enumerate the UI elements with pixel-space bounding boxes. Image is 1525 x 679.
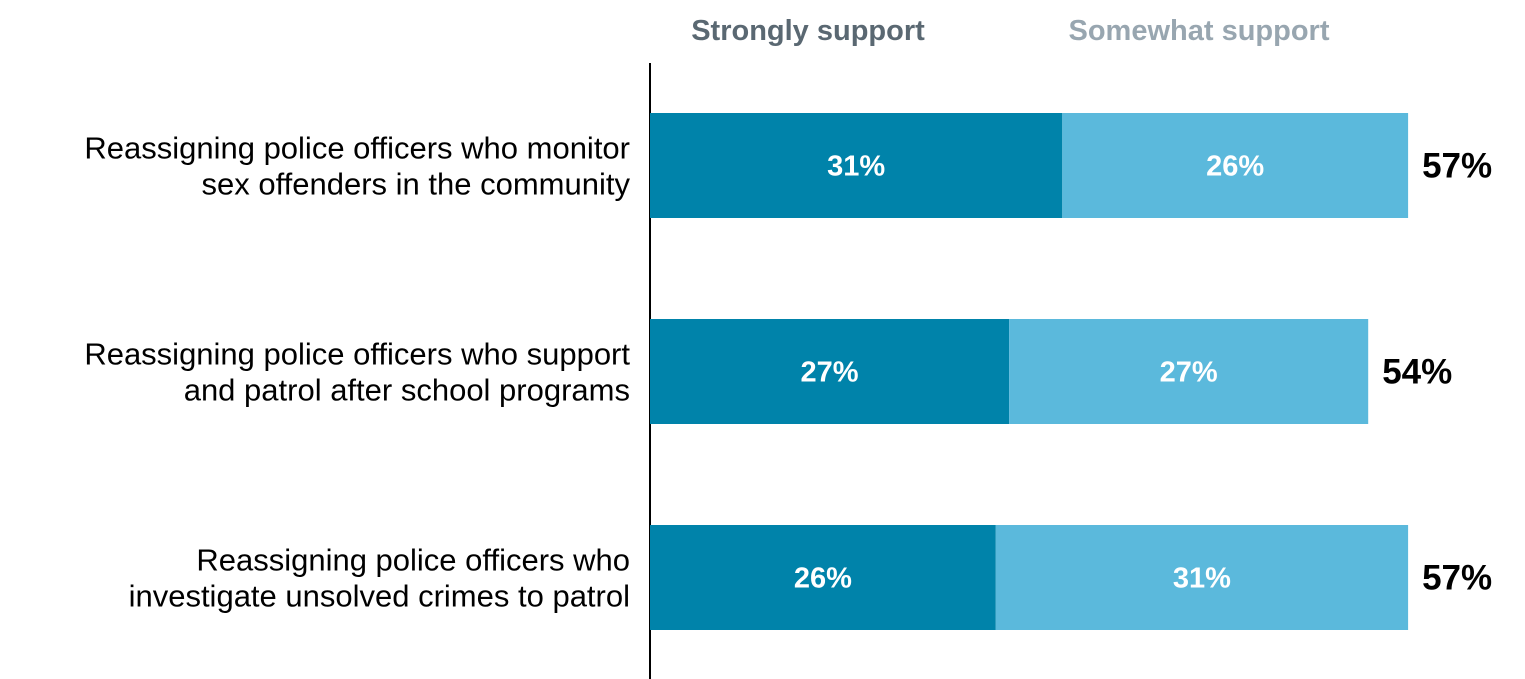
category-labels: Reassigning police officers who monitors… [84, 131, 630, 614]
bar-segments [650, 113, 1409, 630]
category-label-3-line-1: Reassigning police officers who [196, 543, 630, 578]
data-label-somewhat-1: 26% [1206, 151, 1264, 183]
category-label-1-line-2: sex offenders in the community [202, 167, 631, 202]
total-labels: 57% 54% 57% [1382, 147, 1492, 598]
category-label-2-line-2: and patrol after school programs [184, 373, 630, 408]
total-label-3: 57% [1422, 559, 1492, 598]
data-label-strongly-2: 27% [801, 357, 859, 389]
chart-legend: Strongly support Somewhat support [691, 15, 1330, 47]
category-label-3-line-2: investigate unsolved crimes to patrol [129, 579, 630, 614]
legend-somewhat-support: Somewhat support [1068, 15, 1329, 47]
data-label-somewhat-3: 31% [1173, 563, 1231, 595]
category-label-1-line-1: Reassigning police officers who monitor [84, 131, 630, 166]
bar-strongly-support-3 [650, 525, 996, 630]
data-label-strongly-1: 31% [827, 151, 885, 183]
bar-strongly-support-1 [650, 113, 1063, 218]
bar-somewhat-support-2 [1009, 319, 1369, 424]
legend-strongly-support: Strongly support [691, 15, 925, 47]
bar-somewhat-support-1 [1062, 113, 1409, 218]
data-label-somewhat-2: 27% [1160, 357, 1218, 389]
category-label-2-line-1: Reassigning police officers who support [84, 337, 630, 372]
bar-somewhat-support-3 [995, 525, 1409, 630]
data-label-strongly-3: 26% [794, 563, 852, 595]
segment-labels: 31% 26% 27% 27% 26% 31% [794, 151, 1265, 595]
total-label-2: 54% [1382, 353, 1452, 392]
total-label-1: 57% [1422, 147, 1492, 186]
bar-strongly-support-2 [650, 319, 1010, 424]
